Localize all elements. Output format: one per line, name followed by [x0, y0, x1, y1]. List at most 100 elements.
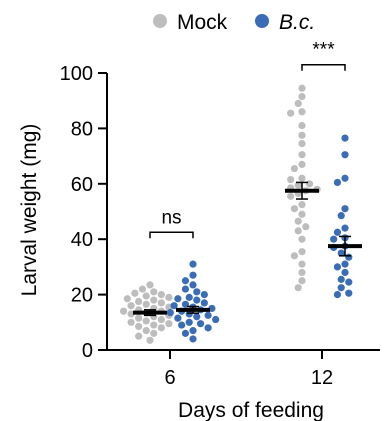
data-point: [333, 178, 342, 187]
data-point: [337, 249, 345, 257]
data-point: [298, 260, 306, 268]
data-point: [298, 122, 306, 130]
data-point: [298, 210, 306, 218]
legend-label-bc: B.c.: [279, 11, 315, 34]
data-point: [181, 277, 190, 285]
data-point: [150, 288, 158, 296]
data-point: [294, 99, 302, 108]
y-tick-label: 80: [71, 118, 93, 140]
data-point: [135, 322, 143, 331]
data-point: [287, 192, 295, 200]
y-ticks: 0 20 40 60 80 100: [60, 63, 107, 362]
data-point: [204, 324, 212, 332]
data-point: [287, 109, 295, 117]
data-point: [333, 228, 342, 236]
data-point: [341, 151, 349, 159]
data-point: [298, 84, 306, 92]
data-point: [333, 263, 342, 271]
data-point: [204, 311, 212, 319]
data-point: [302, 223, 310, 231]
data-point: [157, 299, 165, 307]
data-point: [294, 284, 302, 292]
data-point: [138, 285, 147, 293]
data-point: [166, 309, 174, 317]
data-point: [193, 296, 201, 304]
data-point: [174, 295, 182, 303]
data-point: [341, 174, 349, 182]
y-tick-label: 100: [60, 63, 93, 85]
data-point: [298, 268, 306, 277]
data-point: [341, 260, 349, 268]
data-point: [142, 327, 150, 335]
data-point: [170, 302, 178, 310]
data-point: [341, 268, 349, 277]
data-point: [341, 224, 349, 232]
y-tick-label: 20: [71, 285, 93, 307]
data-point: [146, 336, 154, 344]
legend-label-mock: Mock: [177, 11, 228, 34]
data-point: [337, 212, 345, 220]
data-point: [298, 108, 306, 116]
data-point: [298, 277, 306, 285]
data-point: [127, 310, 135, 318]
data-point: [135, 297, 143, 306]
data-point: [135, 314, 143, 322]
y-tick-label: 0: [82, 340, 93, 362]
data-point: [189, 327, 197, 335]
data-point: [290, 252, 299, 260]
data-point: [185, 310, 193, 318]
data-point: [150, 321, 158, 329]
y-axis-title: Larval weight (mg): [18, 124, 41, 297]
legend-marker-bc: [255, 14, 269, 28]
data-point: [330, 235, 338, 243]
data-point: [131, 289, 139, 297]
data-point: [294, 227, 302, 235]
data-point: [189, 271, 197, 279]
data-point: [142, 292, 150, 300]
significance-label: ns: [161, 207, 181, 228]
x-axis-title: Days of feeding: [178, 399, 324, 421]
data-point: [185, 293, 193, 301]
data-point: [298, 92, 306, 101]
y-tick-label: 40: [71, 229, 93, 251]
data-point: [305, 180, 314, 188]
data-point: [193, 288, 201, 296]
data-point: [193, 313, 201, 321]
significance-label: ***: [312, 40, 335, 61]
data-point: [157, 291, 165, 299]
legend-marker-mock: [153, 14, 167, 28]
data-point: [298, 131, 306, 139]
x-ticks: 6 12: [164, 350, 333, 389]
data-point: [178, 321, 186, 329]
data-point: [298, 200, 306, 209]
data-point: [142, 300, 150, 308]
mean-bars: [133, 181, 362, 317]
data-point: [165, 320, 173, 328]
data-point: [189, 260, 197, 268]
data-point: [150, 329, 158, 337]
data-points: [119, 84, 353, 344]
significance-annotations: ns ***: [149, 40, 346, 239]
data-point: [208, 304, 216, 313]
data-point: [150, 296, 158, 304]
data-point: [294, 217, 302, 225]
y-tick-label: 60: [71, 174, 93, 196]
data-point: [200, 299, 208, 307]
data-point: [135, 332, 143, 340]
data-point: [337, 275, 345, 283]
data-point: [185, 318, 193, 326]
x-tick-label: 12: [311, 367, 333, 389]
legend: Mock B.c.: [153, 11, 315, 34]
data-point: [157, 324, 165, 332]
data-point: [123, 295, 131, 303]
data-point: [181, 285, 190, 293]
data-point: [189, 335, 197, 343]
data-point: [212, 315, 220, 324]
x-axis: 6 12 Days of feeding: [107, 349, 380, 421]
data-point: [345, 278, 353, 286]
data-point: [181, 329, 190, 337]
data-point: [298, 248, 306, 256]
data-point: [337, 284, 345, 292]
data-point: [127, 318, 135, 326]
